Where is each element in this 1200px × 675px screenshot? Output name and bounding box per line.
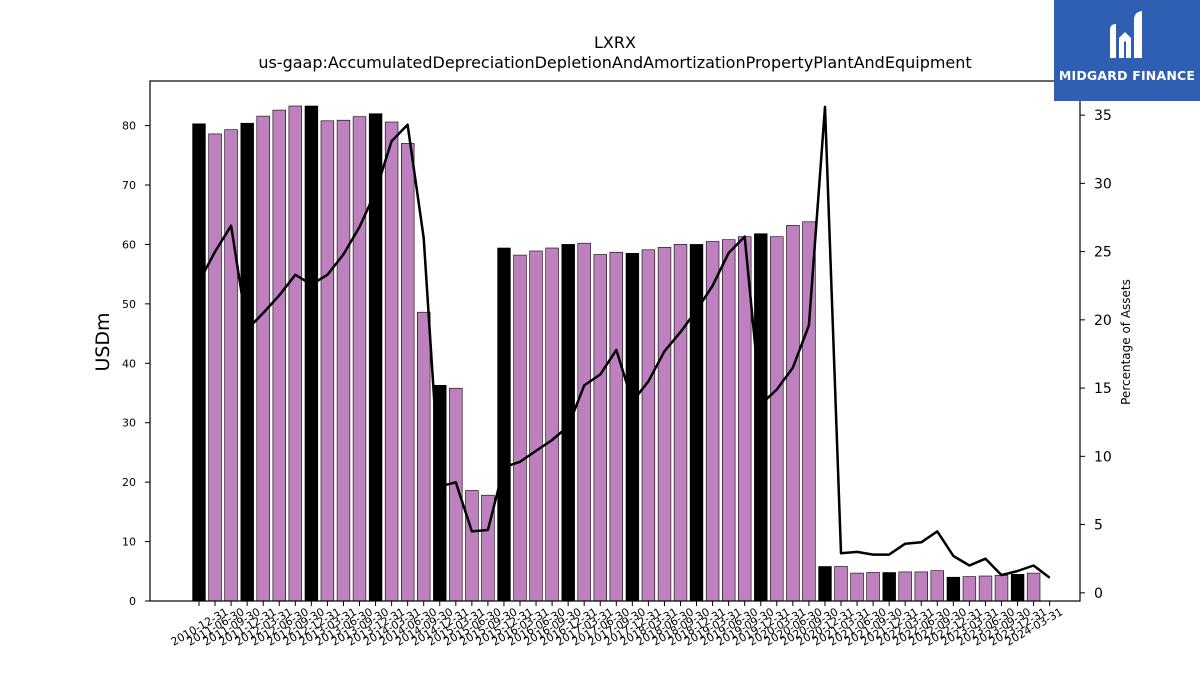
bar-2011-03-31 <box>208 133 222 602</box>
bar-2017-06-30 <box>609 251 624 602</box>
bar-2012-09-30 <box>304 105 319 602</box>
axes: 01020304050607080051015202530352010-12-3… <box>122 80 1112 649</box>
bar-2015-12-31 <box>513 254 527 602</box>
y2-tick-label: 20 <box>1094 313 1112 329</box>
bar-2016-06-30 <box>545 247 559 602</box>
bar-2013-12-31 <box>384 121 399 602</box>
bar-2013-06-30 <box>352 116 367 602</box>
y-tick-label: 40 <box>122 357 136 370</box>
bar-2018-03-31 <box>657 247 672 602</box>
bar-2011-12-31 <box>256 115 270 602</box>
bar-2019-03-31 <box>721 239 736 602</box>
bar-2012-06-30 <box>288 105 302 602</box>
brand-name: MIDGARD FINANCE <box>1058 68 1196 83</box>
y2-tick-label: 5 <box>1094 518 1103 534</box>
bar-2016-09-30 <box>561 244 575 602</box>
y-tick-label: 70 <box>122 179 136 192</box>
bar-2011-09-30 <box>240 122 254 602</box>
bar-2020-09-30 <box>818 566 832 602</box>
chart-subtitle: us-gaap:AccumulatedDepreciationDepletion… <box>258 53 971 72</box>
bar-2020-03-31 <box>786 225 800 602</box>
bar-2015-09-30 <box>497 247 511 602</box>
bar-2013-09-30 <box>368 113 383 602</box>
y-tick-label: 10 <box>122 536 136 549</box>
bar-2023-12-31 <box>1026 572 1041 602</box>
bar-2014-06-30 <box>416 311 431 602</box>
y-tick-label: 0 <box>129 595 136 608</box>
bar-2022-06-30 <box>930 570 945 602</box>
bar-2022-03-31 <box>914 571 929 602</box>
y2-tick-label: 35 <box>1094 108 1112 124</box>
bar-2010-12-31 <box>192 123 206 602</box>
bar-2017-03-31 <box>593 254 608 602</box>
bar-2021-09-30 <box>882 572 896 602</box>
y2-axis-label: Percentage of Assets <box>1119 279 1133 405</box>
y2-tick-label: 15 <box>1094 381 1112 397</box>
y2-tick-label: 30 <box>1094 176 1112 192</box>
bar-2018-09-30 <box>689 244 704 602</box>
bar-2023-06-30 <box>994 575 1009 602</box>
y2-tick-label: 10 <box>1094 449 1112 465</box>
bar-2011-06-30 <box>224 129 238 602</box>
y2-tick-label: 25 <box>1094 245 1112 261</box>
bar-2014-03-31 <box>400 143 415 602</box>
bar-2022-12-31 <box>962 576 977 602</box>
bar-2017-12-31 <box>641 249 656 602</box>
y-tick-label: 80 <box>122 120 136 133</box>
chart-title: LXRX <box>594 33 636 52</box>
bar-2017-09-30 <box>625 253 640 602</box>
y-tick-label: 20 <box>122 476 136 489</box>
bar-2018-12-31 <box>705 241 720 602</box>
bar-2019-12-31 <box>770 236 784 602</box>
bar-2012-12-31 <box>320 120 335 602</box>
bar-2021-06-30 <box>866 572 880 602</box>
bar-2018-06-30 <box>673 244 688 602</box>
midgard-logo-icon <box>1110 11 1142 58</box>
bar-2013-03-31 <box>336 119 351 602</box>
bar-2021-03-31 <box>850 572 864 602</box>
brand-logo: MIDGARD FINANCE <box>1054 0 1200 101</box>
y-tick-label: 60 <box>122 238 136 251</box>
bar-2022-09-30 <box>946 576 961 602</box>
bar-2015-03-31 <box>465 490 479 602</box>
line-series <box>197 105 1051 579</box>
y-tick-label: 30 <box>122 417 136 430</box>
y-tick-label: 50 <box>122 298 136 311</box>
plot-frame <box>149 80 1081 602</box>
bar-2012-03-31 <box>272 109 286 602</box>
y-axis-label: USDm <box>92 312 114 371</box>
bar-2023-03-31 <box>978 575 993 602</box>
bar-2019-09-30 <box>754 233 768 602</box>
bar-2016-12-31 <box>577 242 591 602</box>
bar-2020-12-31 <box>834 566 848 602</box>
pct-assets-line <box>197 105 1051 579</box>
y2-tick-label: 0 <box>1094 586 1103 602</box>
bar-2016-03-31 <box>529 250 543 602</box>
bar-2023-09-30 <box>1010 573 1025 602</box>
bar-2021-12-31 <box>898 571 912 602</box>
